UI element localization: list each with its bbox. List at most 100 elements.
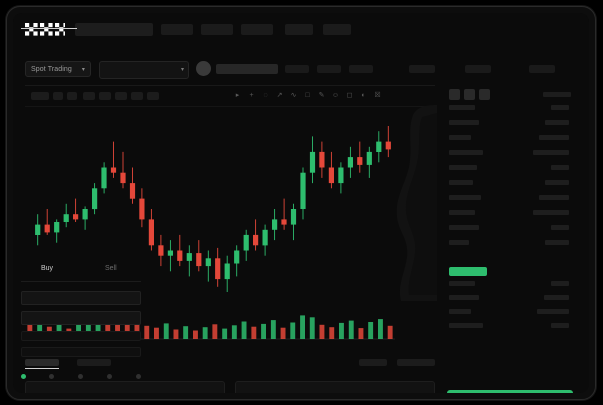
orderbook-ask-price[interactable] bbox=[449, 150, 483, 155]
cursor-icon[interactable]: ▸ bbox=[235, 92, 240, 99]
orderbook-ask-price[interactable] bbox=[449, 165, 477, 170]
device-bezel: Spot Trading ▾ ▾ bbox=[6, 6, 596, 400]
orderbook-bid-size[interactable] bbox=[551, 281, 569, 286]
orderbook-ask-price[interactable] bbox=[449, 240, 469, 245]
last-price-display bbox=[216, 64, 278, 74]
timeframe-5m[interactable] bbox=[67, 92, 77, 100]
trendline-icon[interactable]: ↗ bbox=[276, 92, 283, 99]
orderbook-bid-price[interactable] bbox=[449, 323, 483, 328]
measure-icon[interactable]: ◻ bbox=[346, 92, 353, 99]
orderbook-ask-size[interactable] bbox=[539, 135, 569, 140]
tab-sell[interactable]: Sell bbox=[105, 265, 117, 272]
order-fee-row bbox=[21, 347, 141, 357]
orderbook-bids-icon[interactable] bbox=[464, 89, 475, 100]
submit-order-button[interactable] bbox=[447, 390, 573, 393]
amount-slider[interactable] bbox=[21, 373, 141, 381]
orderbook-column-headers bbox=[543, 92, 571, 97]
orderbook-ask-size[interactable] bbox=[545, 240, 569, 245]
orderbook-ask-size[interactable] bbox=[551, 105, 569, 110]
order-price-input[interactable] bbox=[21, 291, 141, 305]
eye-icon[interactable]: ◐ bbox=[361, 92, 366, 99]
tab-order-history[interactable] bbox=[77, 359, 111, 366]
search-input[interactable] bbox=[75, 23, 153, 36]
orderbook-bid-size[interactable] bbox=[544, 295, 569, 300]
orderbook-ask-size[interactable] bbox=[545, 120, 569, 125]
timeframe-1d[interactable] bbox=[131, 92, 143, 100]
slider-dot-1[interactable] bbox=[21, 374, 26, 379]
timeframe-15m[interactable] bbox=[83, 92, 95, 100]
magnet-icon[interactable]: ◌ bbox=[263, 92, 268, 99]
timeframe-1w[interactable] bbox=[147, 92, 159, 100]
orders-tabs bbox=[25, 359, 435, 371]
stat-24h-high bbox=[317, 65, 341, 73]
nav-item-1[interactable] bbox=[161, 24, 193, 35]
tab-assets[interactable] bbox=[397, 359, 435, 366]
orders-card-left[interactable] bbox=[25, 381, 225, 393]
orderbook-both-icon[interactable] bbox=[449, 89, 460, 100]
orders-tabs-underline bbox=[25, 368, 59, 369]
nav-item-2[interactable] bbox=[201, 24, 233, 35]
stat-24h-low bbox=[349, 65, 373, 73]
orderbook-ask-size[interactable] bbox=[533, 150, 569, 155]
timeframe-1h[interactable] bbox=[99, 92, 111, 100]
orderbook-ask-size[interactable] bbox=[551, 225, 569, 230]
trash-icon[interactable]: ☒ bbox=[374, 92, 381, 99]
crosshair-icon[interactable]: + bbox=[249, 92, 254, 99]
market-type-select[interactable]: Spot Trading ▾ bbox=[25, 61, 91, 77]
nav-item-5[interactable] bbox=[323, 24, 351, 35]
timeframe-group[interactable] bbox=[31, 92, 49, 100]
orderbook-ask-price[interactable] bbox=[449, 105, 475, 110]
orderbook-bid-price[interactable] bbox=[449, 281, 475, 286]
timeframe-4h[interactable] bbox=[115, 92, 127, 100]
order-amount-input[interactable] bbox=[21, 311, 141, 325]
orderbook-panel bbox=[441, 85, 577, 367]
pencil-icon[interactable]: ✎ bbox=[318, 92, 325, 99]
slider-dot-2[interactable] bbox=[49, 374, 54, 379]
orderbook-last-price bbox=[449, 267, 487, 276]
orderbook-asks-icon[interactable] bbox=[479, 89, 490, 100]
timeframe-1m[interactable] bbox=[53, 92, 63, 100]
orderbook-bid-size[interactable] bbox=[551, 323, 569, 328]
orderbook-ask-price[interactable] bbox=[449, 225, 479, 230]
orderbook-ask-size[interactable] bbox=[551, 165, 569, 170]
stat-volume bbox=[409, 65, 435, 73]
trading-pair-select[interactable]: ▾ bbox=[99, 61, 189, 79]
trade-form-tabs: Buy Sell bbox=[21, 265, 141, 282]
shapes-icon[interactable]: □ bbox=[305, 92, 310, 99]
stat-turnover bbox=[465, 65, 491, 73]
tab-open-orders[interactable] bbox=[25, 359, 59, 366]
orderbook-ask-price[interactable] bbox=[449, 135, 471, 140]
candlestick-chart[interactable] bbox=[25, 106, 435, 368]
coin-avatar bbox=[196, 61, 211, 76]
chevron-down-icon: ▾ bbox=[81, 66, 85, 73]
orderbook-ask-size[interactable] bbox=[533, 210, 569, 215]
market-type-label: Spot Trading bbox=[31, 65, 72, 73]
video-overlay bbox=[391, 105, 437, 301]
app-screen: Spot Trading ▾ ▾ bbox=[13, 13, 589, 393]
slider-dot-4[interactable] bbox=[107, 374, 112, 379]
wave-icon[interactable]: ∿ bbox=[290, 92, 297, 99]
orderbook-bid-price[interactable] bbox=[449, 295, 479, 300]
orderbook-bid-price[interactable] bbox=[449, 309, 471, 314]
emoji-icon[interactable]: ☺ bbox=[331, 92, 340, 99]
orderbook-bid-size[interactable] bbox=[537, 309, 569, 314]
orderbook-ask-price[interactable] bbox=[449, 195, 481, 200]
top-navigation-bar bbox=[13, 13, 589, 45]
tab-positions[interactable] bbox=[359, 359, 387, 366]
order-total-input[interactable] bbox=[21, 331, 141, 341]
orderbook-ask-price[interactable] bbox=[449, 180, 473, 185]
orderbook-ask-size[interactable] bbox=[545, 180, 569, 185]
orderbook-ask-price[interactable] bbox=[449, 120, 479, 125]
chevron-down-icon: ▾ bbox=[180, 67, 184, 73]
slider-dot-3[interactable] bbox=[78, 374, 83, 379]
okx-logo-icon[interactable] bbox=[25, 23, 65, 36]
orders-card-right[interactable] bbox=[235, 381, 435, 393]
nav-item-4[interactable] bbox=[285, 24, 313, 35]
orderbook-ask-size[interactable] bbox=[539, 195, 569, 200]
slider-dot-5[interactable] bbox=[136, 374, 141, 379]
orderbook-ask-price[interactable] bbox=[449, 210, 475, 215]
orderbook-view-tabs bbox=[445, 89, 505, 103]
tab-buy[interactable]: Buy bbox=[41, 265, 54, 272]
chart-toolbar: ▸ + ◌ ↗ ∿ □ ✎ ☺ ◻ ◐ ☒ bbox=[25, 86, 435, 107]
nav-item-3[interactable] bbox=[241, 24, 273, 35]
